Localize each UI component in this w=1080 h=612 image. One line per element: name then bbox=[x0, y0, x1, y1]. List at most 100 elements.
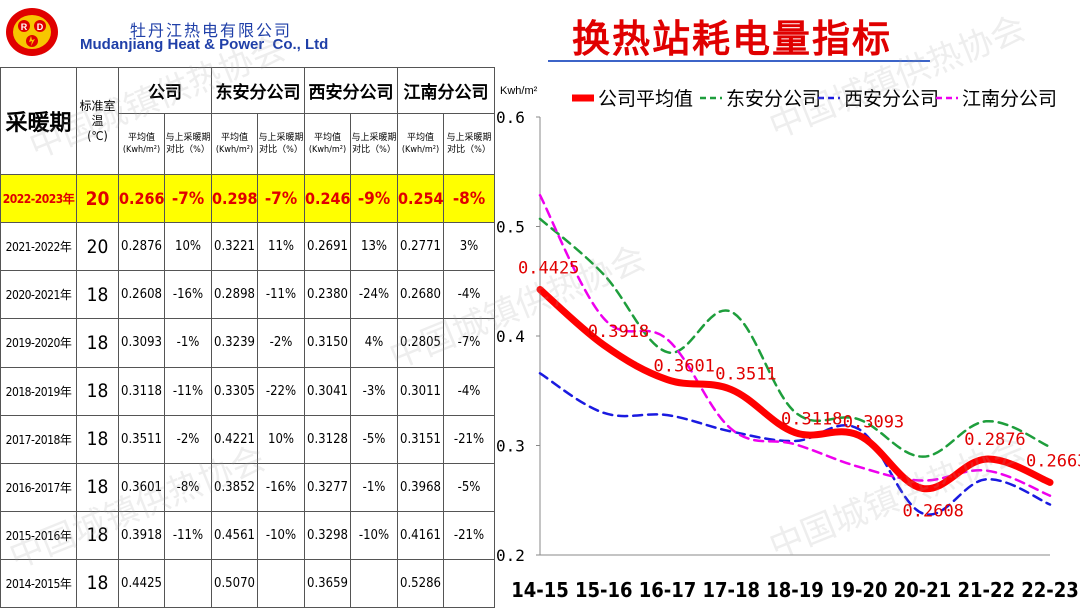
avg-value-cell: 0.3118 bbox=[118, 366, 165, 416]
temp-cell: 18 bbox=[76, 558, 119, 609]
svg-text:R: R bbox=[21, 22, 28, 32]
group-header-jiangnan: 江南分公司 bbox=[397, 66, 495, 115]
x-tick-label: 18-19 bbox=[766, 578, 824, 602]
percent-cell: 3% bbox=[443, 222, 495, 272]
period-cell: 2016-2017年 bbox=[0, 462, 77, 512]
compare-header: 与上采暖期 对比（%） bbox=[350, 113, 398, 176]
series-line-1 bbox=[538, 217, 1052, 458]
percent-cell: -7% bbox=[443, 318, 495, 368]
y-tick-label: 0.4 bbox=[496, 327, 525, 346]
avg-value-cell: 0.3277 bbox=[304, 462, 351, 512]
legend-label: 东安分公司 bbox=[726, 88, 821, 110]
temp-cell: 18 bbox=[76, 318, 119, 368]
company-name-en: Mudanjiang Heat & Power Co., Ltd bbox=[80, 36, 329, 53]
y-tick-label: 0.3 bbox=[496, 437, 525, 456]
percent-cell: -7% bbox=[164, 174, 212, 224]
period-cell: 2022-2023年 bbox=[0, 174, 77, 224]
avg-value-header: 平均值 (Kwh/m²) bbox=[304, 113, 351, 176]
avg-value-cell: 0.2608 bbox=[118, 270, 165, 320]
company-name-cn: 牡丹江热电有限公司 bbox=[130, 21, 293, 40]
percent-cell: -1% bbox=[164, 318, 212, 368]
avg-value-cell: 0.2542 bbox=[397, 174, 444, 224]
avg-value-cell: 0.2771 bbox=[397, 222, 444, 272]
period-cell: 2018-2019年 bbox=[0, 366, 77, 416]
company-logo: R D bbox=[6, 8, 58, 56]
x-tick-label: 15-16 bbox=[575, 578, 633, 602]
table-row: 2014-2015年 18 0.4425 0.5070 0.3659 0.5286 bbox=[0, 558, 495, 609]
data-label: 0.4425 bbox=[518, 258, 579, 278]
avg-value-cell: 0.2680 bbox=[397, 270, 444, 320]
subheader-row: 平均值 (Kwh/m²) 与上采暖期 对比（%） 平均值 (Kwh/m²) 与上采暖期 对比（… bbox=[1, 113, 495, 176]
avg-value-cell: 0.3221 bbox=[211, 222, 258, 272]
percent-cell: -2% bbox=[257, 318, 305, 368]
avg-value-cell: 0.2380 bbox=[304, 270, 351, 320]
temp-cell: 18 bbox=[76, 270, 119, 320]
energy-data-table: 采暖期 标准室温 (℃) 公司 东安分公司 西安分公司 江南分公司 平均值 (Kwh… bbox=[0, 66, 495, 609]
percent-cell bbox=[350, 558, 398, 609]
x-tick-label: 21-22 bbox=[957, 578, 1015, 602]
temp-cell: 18 bbox=[76, 366, 119, 416]
avg-value-cell: 0.3041 bbox=[304, 366, 351, 416]
data-label: 0.2663 bbox=[1026, 451, 1080, 471]
x-tick-label: 20-21 bbox=[894, 578, 952, 602]
percent-cell: -4% bbox=[443, 366, 495, 416]
temp-cell: 20 bbox=[76, 222, 119, 272]
data-label: 0.3093 bbox=[843, 412, 904, 432]
percent-cell: -5% bbox=[350, 414, 398, 464]
avg-value-cell: 0.3968 bbox=[397, 462, 444, 512]
group-header-dongan: 东安分公司 bbox=[211, 66, 305, 115]
x-tick-label: 19-20 bbox=[830, 578, 888, 602]
percent-cell: -7% bbox=[257, 174, 305, 224]
period-cell: 2015-2016年 bbox=[0, 510, 77, 560]
table-row: 2015-2016年 18 0.3918 -11% 0.4561 -10% 0.3298 -1… bbox=[0, 510, 495, 560]
period-header: 采暖期 bbox=[0, 66, 77, 176]
temp-cell: 18 bbox=[76, 462, 119, 512]
percent-cell: -24% bbox=[350, 270, 398, 320]
y-tick-label: 0.6 bbox=[496, 108, 525, 127]
percent-cell: -11% bbox=[164, 366, 212, 416]
avg-value-cell: 0.3305 bbox=[211, 366, 258, 416]
percent-cell: -1% bbox=[350, 462, 398, 512]
avg-value-cell: 0.3151 bbox=[397, 414, 444, 464]
data-label: 0.3918 bbox=[588, 322, 649, 342]
temp-cell: 20 bbox=[76, 174, 119, 224]
data-label: 0.2608 bbox=[903, 501, 964, 521]
avg-value-cell: 0.4561 bbox=[211, 510, 258, 560]
avg-value-cell: 0.3298 bbox=[304, 510, 351, 560]
percent-cell: -22% bbox=[257, 366, 305, 416]
page-title: 换热站耗电量指标 bbox=[572, 17, 893, 61]
percent-cell: -8% bbox=[443, 174, 495, 224]
avg-value-cell: 0.3011 bbox=[397, 366, 444, 416]
legend-label: 西安分公司 bbox=[844, 88, 939, 110]
percent-cell: -5% bbox=[443, 462, 495, 512]
title-underline bbox=[548, 60, 930, 62]
percent-cell: -3% bbox=[350, 366, 398, 416]
avg-value-cell: 0.4161 bbox=[397, 510, 444, 560]
percent-cell: -16% bbox=[164, 270, 212, 320]
line-chart: Kwh/m² 0.2 0.3 0.4 0.5 0.6 14-15 15-16 16-17 17-1… bbox=[496, 85, 1080, 602]
percent-cell bbox=[257, 558, 305, 609]
percent-cell: -21% bbox=[443, 510, 495, 560]
data-table-container: 采暖期 标准室温 (℃) 公司 东安分公司 西安分公司 江南分公司 平均值 (Kwh… bbox=[0, 66, 495, 609]
percent-cell: 4% bbox=[350, 318, 398, 368]
series-line-3 bbox=[538, 193, 1052, 497]
x-tick-label: 22-23 bbox=[1021, 578, 1079, 602]
percent-cell: -11% bbox=[164, 510, 212, 560]
percent-cell: 10% bbox=[164, 222, 212, 272]
avg-value-cell: 0.5286 bbox=[397, 558, 444, 609]
avg-value-header: 平均值 (Kwh/m²) bbox=[397, 113, 444, 176]
avg-value-cell: 0.3852 bbox=[211, 462, 258, 512]
percent-cell: -21% bbox=[443, 414, 495, 464]
chart-area: Kwh/m² 0.2 0.3 0.4 0.5 0.6 14-15 15-16 16-17 17-1… bbox=[494, 62, 1080, 608]
table-row: 2017-2018年 18 0.3511 -2% 0.4221 10% 0.3128 -5% 0… bbox=[0, 414, 495, 464]
avg-value-cell: 0.2461 bbox=[304, 174, 351, 224]
period-cell: 2021-2022年 bbox=[0, 222, 77, 272]
avg-value-cell: 0.3093 bbox=[118, 318, 165, 368]
avg-value-cell: 0.3511 bbox=[118, 414, 165, 464]
temp-cell: 18 bbox=[76, 414, 119, 464]
x-tick-label: 17-18 bbox=[702, 578, 760, 602]
avg-value-cell: 0.4425 bbox=[118, 558, 165, 609]
avg-value-cell: 0.3150 bbox=[304, 318, 351, 368]
avg-value-cell: 0.4221 bbox=[211, 414, 258, 464]
avg-value-cell: 0.3128 bbox=[304, 414, 351, 464]
